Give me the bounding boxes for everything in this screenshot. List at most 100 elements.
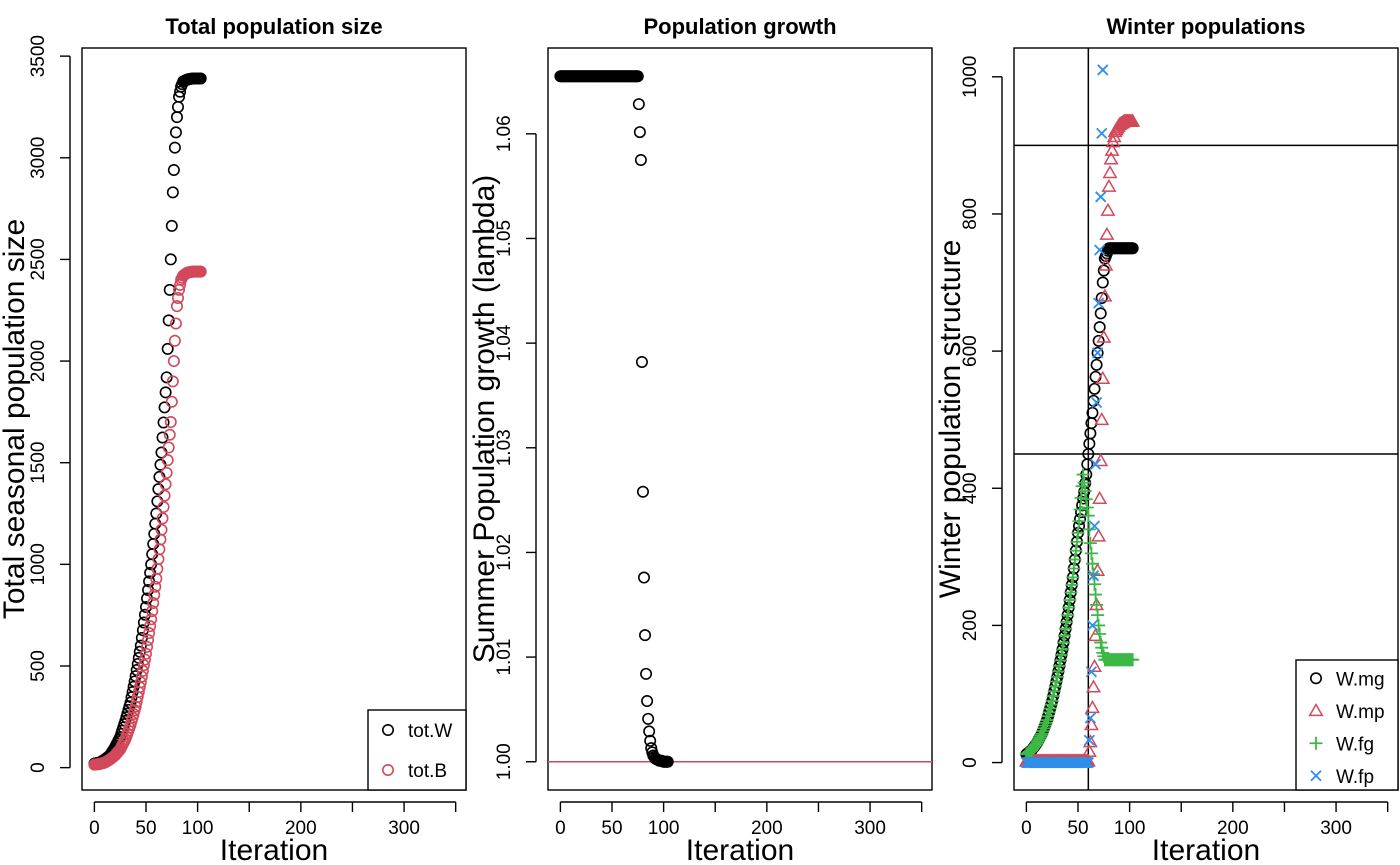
data-point — [1086, 619, 1099, 632]
data-point — [1061, 608, 1075, 622]
data-point — [168, 334, 181, 347]
data-point — [1071, 526, 1085, 540]
x-tick-label: 200 — [1217, 818, 1249, 839]
data-point — [1094, 307, 1107, 320]
data-point — [1038, 719, 1052, 733]
x-axis-label: Iteration — [686, 834, 794, 865]
data-point — [1078, 484, 1092, 498]
legend-label: tot.B — [408, 761, 447, 782]
data-point — [1093, 627, 1107, 641]
data-point — [1054, 648, 1068, 662]
data-point — [1088, 520, 1101, 532]
data-point — [1088, 627, 1104, 642]
legend: W.mg W.mp W.fg W.fp — [1295, 659, 1399, 791]
data-point — [644, 734, 657, 747]
y-tick-label: 400 — [960, 472, 981, 504]
data-point — [167, 163, 180, 176]
x-tick-label: 50 — [135, 818, 156, 839]
data-point — [1035, 727, 1049, 741]
data-point — [155, 523, 168, 536]
data-point — [1090, 598, 1104, 612]
legend-label: W.mg — [1336, 669, 1385, 690]
data-point — [1057, 636, 1071, 650]
data-point — [1085, 557, 1099, 571]
y-axis-label: Summer Population growth (lambda) — [468, 175, 501, 664]
data-point — [1052, 659, 1066, 673]
data-point — [1084, 712, 1097, 724]
y-tick-label: 0 — [28, 762, 49, 773]
data-point — [1101, 178, 1117, 192]
data-point — [1066, 570, 1080, 584]
data-point — [1090, 396, 1103, 409]
legend-label: W.fp — [1336, 767, 1374, 788]
data-point — [144, 620, 157, 633]
y-tick-label: 1.01 — [494, 639, 515, 676]
data-point — [163, 428, 176, 441]
data-point — [1080, 500, 1094, 514]
data-point — [1090, 358, 1103, 371]
data-point — [1070, 535, 1084, 549]
data-point — [158, 401, 171, 414]
data-point — [1093, 321, 1106, 334]
data-point — [1064, 585, 1078, 599]
data-point — [1077, 476, 1091, 490]
data-point — [162, 441, 175, 454]
panel-total-population: Total population size Iteration Total se… — [0, 14, 467, 865]
data-point — [1099, 226, 1115, 240]
data-point — [1076, 468, 1090, 482]
data-point — [164, 253, 177, 266]
data-point — [194, 265, 207, 278]
data-point — [141, 640, 154, 653]
data-point — [1095, 370, 1111, 384]
series-W.mg — [1020, 242, 1139, 761]
data-point — [194, 72, 207, 85]
data-point — [1053, 653, 1067, 667]
data-point — [145, 613, 158, 626]
data-point — [1086, 567, 1100, 581]
data-point — [1079, 492, 1093, 506]
data-point — [140, 647, 153, 660]
legend-marker — [381, 723, 394, 736]
x-tick-label: 0 — [1021, 818, 1032, 839]
y-tick-label: 1.06 — [494, 115, 515, 152]
legend-label: W.mp — [1336, 702, 1385, 723]
data-point — [1091, 528, 1107, 542]
data-point — [161, 454, 174, 467]
x-tick-label: 100 — [648, 818, 680, 839]
panel-winter-populations: Winter populations Iteration Winter popu… — [934, 14, 1399, 865]
series-lambda — [554, 70, 674, 768]
legend: tot.W tot.B — [367, 709, 467, 791]
data-point — [151, 495, 164, 508]
data-point — [1084, 427, 1097, 440]
data-point — [1082, 522, 1096, 536]
data-point — [165, 219, 178, 232]
y-tick-label: 2000 — [28, 340, 49, 382]
data-point — [168, 141, 181, 154]
y-tick-label: 3500 — [28, 35, 49, 77]
series-W.mp — [1018, 113, 1141, 767]
data-point — [1083, 734, 1095, 746]
legend-label: tot.W — [408, 721, 452, 742]
data-point — [635, 355, 648, 368]
data-point — [1085, 679, 1101, 693]
x-tick-label: 50 — [1067, 818, 1088, 839]
data-point — [1036, 724, 1050, 738]
x-tick-label: 300 — [854, 818, 886, 839]
data-point — [1063, 593, 1077, 607]
data-point — [1094, 244, 1106, 256]
data-point — [148, 588, 161, 601]
data-point — [1096, 329, 1112, 343]
data-point — [1087, 658, 1103, 672]
series-W.fg — [1019, 468, 1140, 761]
legend-box — [367, 709, 467, 791]
data-point — [1083, 717, 1099, 731]
data-point — [1073, 503, 1087, 517]
data-point — [1092, 334, 1105, 347]
data-point — [1039, 716, 1053, 730]
x-tick-label: 100 — [1114, 818, 1146, 839]
series-W.fp — [1020, 64, 1109, 769]
data-point — [1089, 458, 1102, 470]
x-tick-label: 0 — [89, 818, 100, 839]
data-point — [169, 317, 182, 330]
data-point — [1062, 601, 1076, 615]
